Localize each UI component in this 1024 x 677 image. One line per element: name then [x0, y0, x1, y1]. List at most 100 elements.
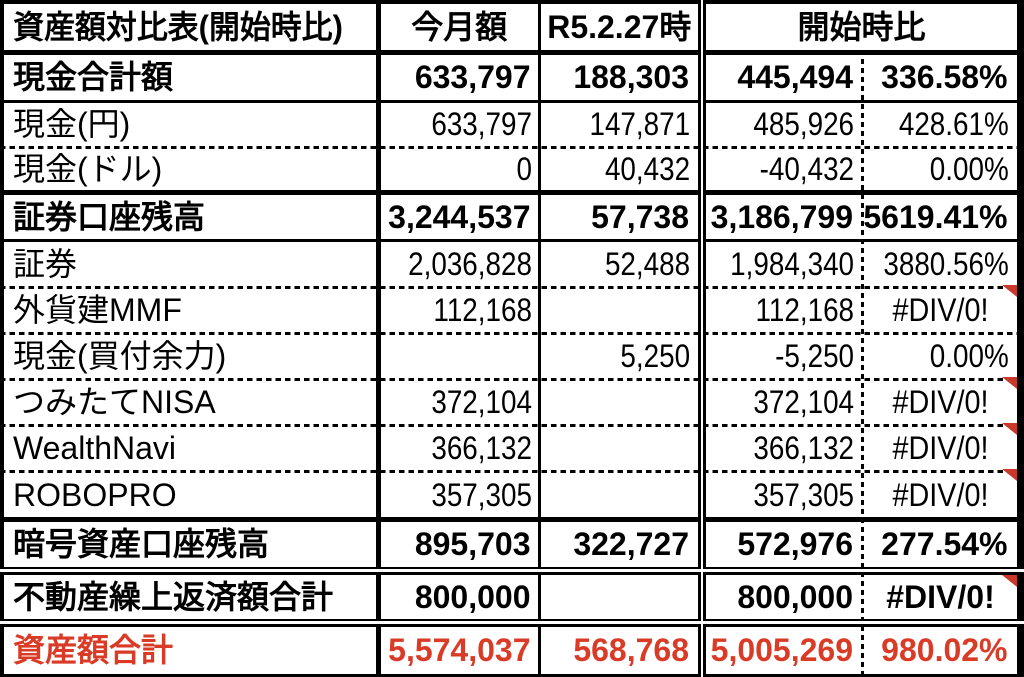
value-diff[interactable]: 5,005,269	[710, 632, 853, 668]
value-this-month[interactable]: 633,797	[414, 59, 531, 96]
grid-line-thin	[0, 239, 1024, 242]
double-line-gap	[700, 0, 703, 677]
row-label[interactable]: 現金合計額	[13, 59, 174, 96]
table-border-top	[0, 0, 1024, 4]
row-label[interactable]: 暗号資産口座残高	[13, 526, 270, 562]
column-header-this-month[interactable]: 今月額	[411, 9, 508, 45]
value-this-month[interactable]: 3,244,537	[388, 199, 531, 235]
value-ratio[interactable]: 980.02%	[881, 632, 1008, 668]
row-label[interactable]: 証券	[13, 245, 78, 282]
value-ratio[interactable]: #DIV/0!	[892, 430, 989, 466]
value-ratio[interactable]: 3880.56%	[883, 245, 1009, 282]
value-diff[interactable]: 572,976	[737, 526, 853, 562]
table-row-grand-total: 資産額合計 5,574,037 568,768 5,005,269 980.02…	[0, 627, 1024, 674]
value-ratio[interactable]: 0.00%	[929, 151, 1009, 187]
table-row-securities-total: 証券口座残高 3,244,537 57,738 3,186,799 5619.4…	[0, 195, 1024, 239]
column-header-baseline[interactable]: R5.2.27時	[547, 9, 692, 45]
value-baseline[interactable]	[561, 381, 697, 424]
row-label[interactable]: 外貨建MMF	[13, 292, 182, 328]
row-label[interactable]: 不動産繰上返済額合計	[13, 578, 334, 615]
value-ratio[interactable]: 5619.41%	[863, 199, 1008, 235]
value-baseline[interactable]	[541, 575, 698, 619]
value-diff[interactable]: 800,000	[737, 578, 853, 615]
grid-line-vertical	[376, 0, 381, 677]
grid-line-dotted	[0, 145, 1024, 149]
value-diff[interactable]: 3,186,799	[710, 199, 853, 235]
grid-line-dotted	[0, 423, 1024, 427]
table-border-left	[0, 0, 4, 677]
value-diff[interactable]: 485,926	[753, 106, 855, 142]
value-baseline[interactable]: 147,871	[589, 106, 691, 142]
row-label[interactable]: 現金(ドル)	[13, 151, 163, 187]
value-baseline[interactable]: 568,768	[573, 632, 689, 668]
value-baseline[interactable]: 57,738	[591, 199, 689, 235]
grid-line-thin	[0, 99, 1024, 103]
value-ratio[interactable]: 336.58%	[881, 59, 1008, 96]
value-this-month[interactable]: 633,797	[430, 106, 532, 142]
row-label[interactable]: つみたてNISA	[13, 384, 216, 420]
value-diff[interactable]: 445,494	[737, 59, 853, 96]
row-label[interactable]: WealthNavi	[13, 430, 177, 466]
value-this-month[interactable]	[401, 335, 538, 378]
value-baseline[interactable]: 40,432	[604, 151, 691, 187]
column-header-vs-start[interactable]: 開始時比	[797, 9, 926, 45]
value-this-month[interactable]: 5,574,037	[388, 632, 531, 668]
value-this-month[interactable]: 800,000	[414, 578, 531, 615]
value-baseline[interactable]	[561, 473, 697, 518]
row-label[interactable]: 資産額合計	[13, 632, 174, 668]
value-this-month[interactable]: 112,168	[432, 292, 532, 328]
table-header-row: 資産額対比表(開始時比) 今月額 R5.2.27時 開始時比	[0, 4, 1024, 50]
table-title-cell[interactable]: 資産額対比表(開始時比)	[12, 9, 343, 45]
value-diff[interactable]: 357,305	[753, 476, 855, 513]
value-baseline[interactable]	[561, 289, 697, 332]
value-this-month[interactable]: 357,305	[430, 476, 532, 513]
double-line-gap	[0, 621, 1024, 624]
value-this-month[interactable]: 2,036,828	[407, 245, 532, 282]
value-this-month[interactable]: 366,132	[430, 430, 532, 466]
grid-line-section	[0, 517, 1024, 522]
table-row-wealthnavi: WealthNavi 366,132 366,132 #DIV/0!	[0, 427, 1024, 470]
value-baseline[interactable]: 188,303	[573, 59, 689, 96]
value-diff[interactable]: -40,432	[759, 151, 855, 187]
value-this-month[interactable]: 0	[515, 151, 532, 187]
row-label[interactable]: 現金(買付余力)	[13, 338, 227, 374]
value-ratio[interactable]: #DIV/0!	[886, 578, 995, 615]
table-row-robopro: ROBOPRO 357,305 357,305 #DIV/0!	[0, 473, 1024, 518]
value-ratio[interactable]: 277.54%	[881, 526, 1008, 562]
table-row-foreign-mmf: 外貨建MMF 112,168 112,168 #DIV/0!	[0, 289, 1024, 332]
value-diff[interactable]: 372,104	[753, 384, 855, 420]
row-label[interactable]: ROBOPRO	[13, 476, 177, 513]
grid-line-below-header	[0, 50, 1024, 55]
table-row-securities: 証券 2,036,828 52,488 1,984,340 3880.56%	[0, 242, 1024, 286]
grid-line-dotted	[0, 285, 1024, 289]
value-diff[interactable]: -5,250	[775, 338, 855, 374]
grid-line-dotted	[0, 377, 1024, 381]
value-baseline[interactable]: 52,488	[604, 245, 691, 282]
value-baseline[interactable]	[561, 427, 697, 470]
table-row-cash-usd: 現金(ドル) 0 40,432 -40,432 0.00%	[0, 149, 1024, 190]
row-label[interactable]: 現金(円)	[13, 106, 131, 142]
value-ratio[interactable]: 0.00%	[929, 338, 1009, 374]
double-line-gap	[0, 569, 1024, 572]
value-this-month[interactable]: 895,703	[414, 526, 531, 562]
grid-line-vertical	[538, 0, 541, 677]
grid-line-dotted	[0, 331, 1024, 335]
value-ratio[interactable]: #DIV/0!	[892, 384, 989, 420]
row-label[interactable]: 証券口座残高	[13, 199, 206, 235]
grid-line-dotted	[0, 469, 1024, 473]
value-diff[interactable]: 112,168	[755, 292, 855, 328]
value-diff[interactable]: 1,984,340	[730, 245, 855, 282]
value-baseline[interactable]: 322,727	[573, 526, 689, 562]
value-this-month[interactable]: 372,104	[430, 384, 532, 420]
table-row-crypto-total: 暗号資産口座残高 895,703 322,727 572,976 277.54%	[0, 522, 1024, 567]
value-ratio[interactable]: #DIV/0!	[892, 292, 989, 328]
value-ratio[interactable]: 428.61%	[898, 106, 1009, 142]
table-border-bottom	[0, 673, 1024, 677]
table-row-cash-buying-power: 現金(買付余力) 5,250 -5,250 0.00%	[0, 335, 1024, 378]
table-row-cash-total: 現金合計額 633,797 188,303 445,494 336.58%	[0, 55, 1024, 100]
table-border-right	[1017, 0, 1024, 677]
table-row-real-estate-prepayment: 不動産繰上返済額合計 800,000 800,000 #DIV/0!	[0, 575, 1024, 619]
value-baseline[interactable]: 5,250	[620, 338, 691, 374]
value-ratio[interactable]: #DIV/0!	[892, 476, 989, 513]
value-diff[interactable]: 366,132	[753, 430, 855, 466]
